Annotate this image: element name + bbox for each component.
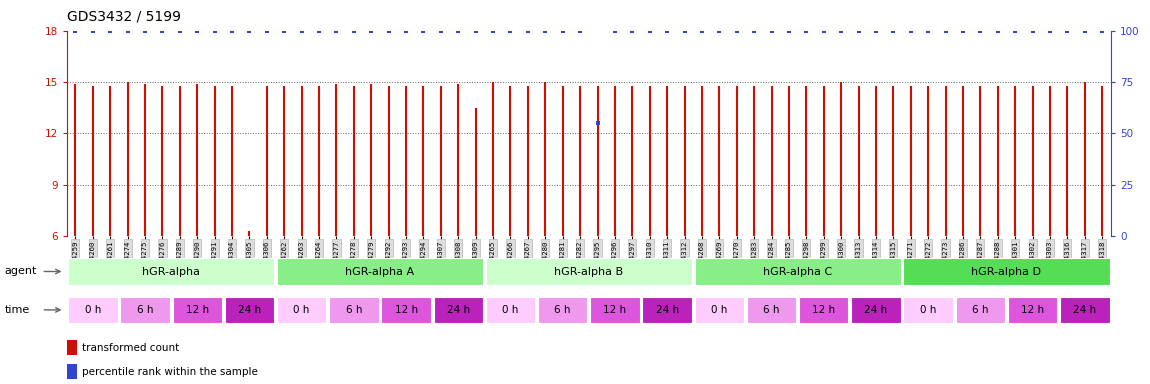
FancyBboxPatch shape [956, 297, 1005, 323]
Text: 0 h: 0 h [711, 305, 728, 315]
Bar [67, 364, 77, 379]
FancyBboxPatch shape [904, 297, 953, 323]
Text: hGR-alpha B: hGR-alpha B [554, 266, 623, 277]
Text: 0 h: 0 h [920, 305, 936, 315]
Text: 24 h: 24 h [656, 305, 678, 315]
FancyBboxPatch shape [68, 297, 117, 323]
Text: GDS3432 / 5199: GDS3432 / 5199 [67, 10, 181, 23]
Text: 24 h: 24 h [238, 305, 261, 315]
Bar [67, 340, 77, 355]
FancyBboxPatch shape [68, 258, 274, 285]
Text: transformed count: transformed count [82, 343, 179, 353]
FancyBboxPatch shape [277, 297, 327, 323]
FancyBboxPatch shape [277, 258, 483, 285]
Text: 24 h: 24 h [446, 305, 470, 315]
FancyBboxPatch shape [121, 297, 170, 323]
Text: 24 h: 24 h [865, 305, 888, 315]
FancyBboxPatch shape [485, 297, 535, 323]
FancyBboxPatch shape [434, 297, 483, 323]
FancyBboxPatch shape [695, 258, 900, 285]
Text: 6 h: 6 h [137, 305, 153, 315]
Text: hGR-alpha C: hGR-alpha C [762, 266, 833, 277]
Text: hGR-alpha D: hGR-alpha D [972, 266, 1042, 277]
Text: time: time [5, 305, 30, 315]
FancyBboxPatch shape [1007, 297, 1057, 323]
FancyBboxPatch shape [904, 258, 1110, 285]
Text: 12 h: 12 h [604, 305, 627, 315]
Text: 6 h: 6 h [554, 305, 570, 315]
Text: 12 h: 12 h [185, 305, 209, 315]
Text: 0 h: 0 h [503, 305, 519, 315]
FancyBboxPatch shape [799, 297, 849, 323]
FancyBboxPatch shape [695, 297, 744, 323]
Text: hGR-alpha: hGR-alpha [143, 266, 200, 277]
Text: 12 h: 12 h [394, 305, 417, 315]
FancyBboxPatch shape [851, 297, 900, 323]
FancyBboxPatch shape [172, 297, 222, 323]
Text: agent: agent [5, 266, 37, 276]
FancyBboxPatch shape [329, 297, 378, 323]
FancyBboxPatch shape [382, 297, 431, 323]
Text: 24 h: 24 h [1073, 305, 1096, 315]
Text: 6 h: 6 h [764, 305, 780, 315]
Text: percentile rank within the sample: percentile rank within the sample [82, 366, 258, 377]
Text: hGR-alpha A: hGR-alpha A [345, 266, 414, 277]
Text: 12 h: 12 h [812, 305, 835, 315]
FancyBboxPatch shape [590, 297, 639, 323]
FancyBboxPatch shape [224, 297, 274, 323]
FancyBboxPatch shape [643, 297, 692, 323]
Text: 0 h: 0 h [293, 305, 309, 315]
Text: 0 h: 0 h [85, 305, 101, 315]
Text: 6 h: 6 h [972, 305, 989, 315]
Text: 12 h: 12 h [1021, 305, 1044, 315]
Text: 6 h: 6 h [346, 305, 362, 315]
FancyBboxPatch shape [485, 258, 692, 285]
FancyBboxPatch shape [746, 297, 796, 323]
FancyBboxPatch shape [538, 297, 588, 323]
FancyBboxPatch shape [1060, 297, 1110, 323]
